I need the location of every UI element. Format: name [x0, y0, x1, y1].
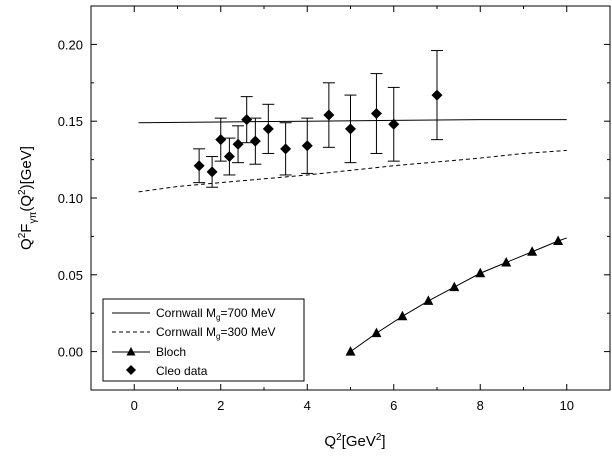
axis-tick-labels: 0 2 4 6 8 10 0.00 0.05 0.10 0.15 0.20 — [58, 37, 574, 413]
cleo-point — [323, 109, 335, 121]
bloch-point — [371, 327, 382, 338]
series-bloch-line — [350, 237, 567, 353]
x-axis-title: Q2[GeV2] — [324, 432, 385, 450]
legend-item-cornwall-300: Cornwall Mg=300 MeV — [112, 325, 276, 341]
x-tick-label: 0 — [131, 398, 138, 413]
y-tick-label: 0.15 — [58, 114, 83, 129]
series-cornwall-700-line — [138, 119, 567, 124]
y-title-sub: γπ — [28, 212, 39, 224]
legend-item-bloch: Bloch — [112, 345, 186, 359]
x-title-q: Q — [324, 433, 336, 450]
cleo-point — [431, 89, 443, 101]
x-title-close: ] — [381, 433, 385, 450]
y-title-q: Q — [18, 238, 35, 250]
bloch-point — [397, 310, 408, 321]
bloch-point — [475, 267, 486, 278]
cleo-point — [232, 138, 244, 150]
bloch-point — [423, 295, 434, 305]
x-title-sq2: 2 — [376, 432, 382, 443]
y-title-sq2: 2 — [17, 189, 28, 195]
legend-label-cornwall-300: Cornwall Mg=300 MeV — [156, 325, 276, 341]
axis-ticks — [90, 5, 611, 391]
cleo-point — [193, 160, 205, 172]
series-layer — [138, 50, 567, 356]
legend: Cornwall Mg=700 MeV Cornwall Mg=300 MeV … — [102, 298, 305, 382]
legend-label-cornwall-700: Cornwall Mg=700 MeV — [156, 306, 276, 322]
cleo-point — [280, 143, 292, 155]
legend-diamond-marker — [126, 365, 136, 375]
x-tick-label: 8 — [477, 398, 484, 413]
y-axis-title: Q2Fγπ(Q2)[GeV] — [17, 146, 39, 250]
bloch-point — [345, 346, 356, 356]
y-tick-label: 0.10 — [58, 191, 83, 206]
bloch-point — [449, 281, 460, 292]
legend-triangle-marker — [126, 347, 136, 356]
cleo-point — [388, 118, 400, 130]
bloch-point — [527, 246, 538, 256]
legend-label-bloch: Bloch — [156, 345, 186, 359]
cleo-point — [301, 140, 313, 152]
y-title-sq: 2 — [17, 232, 28, 238]
bloch-point — [501, 257, 512, 267]
y-tick-label: 0.20 — [58, 37, 83, 52]
y-tick-label: 0.00 — [58, 345, 83, 360]
x-title-sq: 2 — [336, 432, 342, 443]
x-tick-label: 10 — [560, 398, 574, 413]
x-title-mid: [GeV — [342, 433, 376, 450]
x-tick-label: 4 — [304, 398, 311, 413]
cleo-point — [370, 108, 382, 120]
y-title-f: F — [18, 224, 35, 233]
y-title-open: (Q — [18, 195, 35, 212]
cleo-point — [215, 134, 227, 146]
legend-item-cornwall-700: Cornwall Mg=700 MeV — [112, 306, 276, 322]
cleo-point — [345, 123, 356, 135]
cleo-point — [249, 135, 261, 147]
cleo-point — [206, 166, 218, 178]
y-tick-label: 0.05 — [58, 268, 83, 283]
y-title-close: )[GeV] — [18, 146, 35, 189]
cleo-point — [241, 114, 253, 126]
x-tick-label: 2 — [217, 398, 224, 413]
legend-label-cleo: Cleo data — [156, 364, 208, 378]
x-tick-label: 6 — [390, 398, 397, 413]
bloch-point — [553, 235, 564, 246]
cleo-point — [262, 123, 274, 135]
legend-item-cleo: Cleo data — [126, 364, 208, 378]
cleo-point — [223, 151, 235, 163]
series-cornwall-300-line — [138, 149, 567, 193]
